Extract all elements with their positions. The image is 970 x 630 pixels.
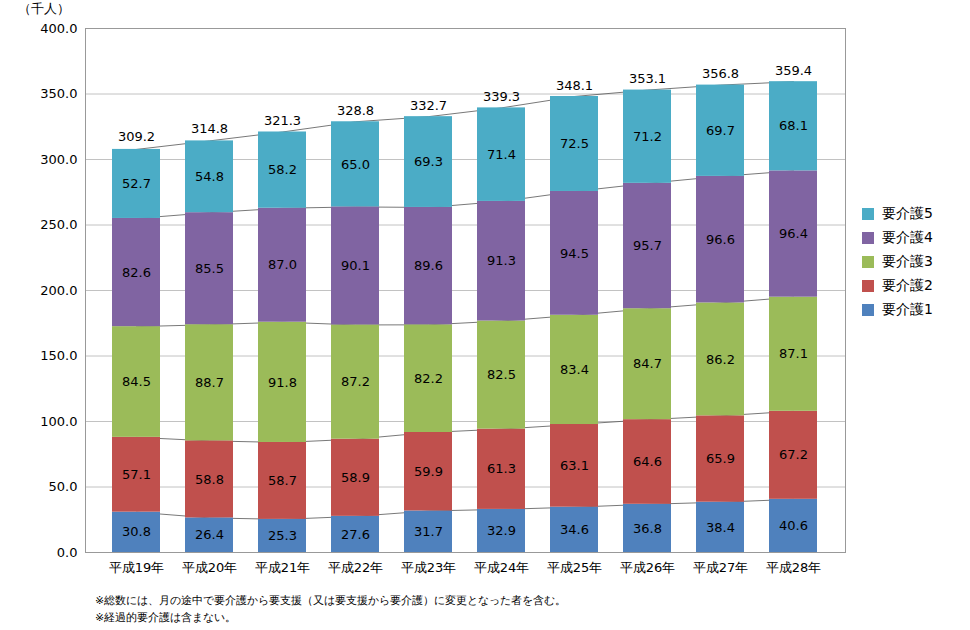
svg-text:25.3: 25.3 bbox=[268, 528, 297, 543]
svg-text:400.0: 400.0 bbox=[40, 21, 77, 36]
svg-text:91.8: 91.8 bbox=[268, 374, 297, 389]
svg-text:61.3: 61.3 bbox=[487, 461, 516, 476]
svg-text:72.5: 72.5 bbox=[560, 136, 589, 151]
svg-text:82.2: 82.2 bbox=[414, 371, 443, 386]
svg-text:65.9: 65.9 bbox=[706, 451, 735, 466]
svg-text:71.2: 71.2 bbox=[633, 129, 662, 144]
svg-text:86.2: 86.2 bbox=[706, 352, 735, 367]
svg-text:88.7: 88.7 bbox=[195, 375, 224, 390]
svg-text:30.8: 30.8 bbox=[122, 524, 151, 539]
svg-text:57.1: 57.1 bbox=[122, 467, 151, 482]
html-text:要介護1: 要介護1 bbox=[882, 301, 933, 317]
html-text:要介護2: 要介護2 bbox=[882, 277, 933, 293]
svg-text:356.8: 356.8 bbox=[702, 66, 739, 81]
svg-text:200.0: 200.0 bbox=[40, 283, 77, 298]
svg-text:40.6: 40.6 bbox=[779, 518, 808, 533]
svg-text:0.0: 0.0 bbox=[57, 545, 78, 560]
html-text:（千人）: （千人） bbox=[18, 1, 70, 16]
svg-text:91.3: 91.3 bbox=[487, 253, 516, 268]
html-text:※総数には、月の途中で要介護から要支援（又は要支援から要介護: ※総数には、月の途中で要介護から要支援（又は要支援から要介護）に変更となった者を… bbox=[95, 594, 567, 607]
svg-text:84.7: 84.7 bbox=[633, 356, 662, 371]
svg-text:58.9: 58.9 bbox=[341, 470, 370, 485]
html-text:※経過的要介護は含まない。: ※経過的要介護は含まない。 bbox=[95, 611, 237, 624]
svg-text:36.8: 36.8 bbox=[633, 521, 662, 536]
svg-text:350.0: 350.0 bbox=[40, 86, 77, 101]
svg-text:300.0: 300.0 bbox=[40, 152, 77, 167]
svg-text:平成26年: 平成26年 bbox=[620, 560, 676, 575]
svg-text:64.6: 64.6 bbox=[633, 454, 662, 469]
svg-text:85.5: 85.5 bbox=[195, 261, 224, 276]
svg-text:63.1: 63.1 bbox=[560, 458, 589, 473]
svg-text:353.1: 353.1 bbox=[629, 71, 666, 86]
svg-text:250.0: 250.0 bbox=[40, 217, 77, 232]
svg-text:87.0: 87.0 bbox=[268, 257, 297, 272]
svg-text:314.8: 314.8 bbox=[191, 121, 228, 136]
svg-text:359.4: 359.4 bbox=[775, 63, 812, 78]
svg-text:平成19年: 平成19年 bbox=[109, 560, 165, 575]
svg-text:26.4: 26.4 bbox=[195, 527, 224, 542]
svg-text:87.1: 87.1 bbox=[779, 346, 808, 361]
svg-text:95.7: 95.7 bbox=[633, 238, 662, 253]
svg-text:58.8: 58.8 bbox=[195, 472, 224, 487]
svg-text:平成28年: 平成28年 bbox=[766, 560, 822, 575]
svg-text:平成23年: 平成23年 bbox=[401, 560, 457, 575]
svg-text:328.8: 328.8 bbox=[337, 103, 374, 118]
svg-text:38.4: 38.4 bbox=[706, 520, 735, 535]
svg-text:68.1: 68.1 bbox=[779, 118, 808, 133]
svg-text:平成27年: 平成27年 bbox=[693, 560, 749, 575]
svg-text:90.1: 90.1 bbox=[341, 258, 370, 273]
html-text:要介護4: 要介護4 bbox=[882, 229, 933, 245]
svg-text:89.6: 89.6 bbox=[414, 258, 443, 273]
svg-text:96.6: 96.6 bbox=[706, 232, 735, 247]
svg-text:84.5: 84.5 bbox=[122, 374, 151, 389]
svg-text:83.4: 83.4 bbox=[560, 362, 589, 377]
svg-text:69.7: 69.7 bbox=[706, 123, 735, 138]
svg-text:150.0: 150.0 bbox=[40, 348, 77, 363]
svg-text:50.0: 50.0 bbox=[49, 479, 78, 494]
svg-text:87.2: 87.2 bbox=[341, 374, 370, 389]
html-text:要介護3: 要介護3 bbox=[882, 253, 933, 269]
svg-text:332.7: 332.7 bbox=[410, 98, 447, 113]
svg-text:71.4: 71.4 bbox=[487, 147, 516, 162]
svg-text:32.9: 32.9 bbox=[487, 523, 516, 538]
svg-text:52.7: 52.7 bbox=[122, 176, 151, 191]
svg-text:309.2: 309.2 bbox=[118, 129, 155, 144]
svg-text:59.9: 59.9 bbox=[414, 464, 443, 479]
svg-text:65.0: 65.0 bbox=[341, 157, 370, 172]
svg-text:69.3: 69.3 bbox=[414, 154, 443, 169]
svg-text:82.5: 82.5 bbox=[487, 367, 516, 382]
svg-text:34.6: 34.6 bbox=[560, 522, 589, 537]
svg-text:94.5: 94.5 bbox=[560, 246, 589, 261]
svg-text:平成22年: 平成22年 bbox=[328, 560, 384, 575]
svg-text:27.6: 27.6 bbox=[341, 527, 370, 542]
html-text:要介護5: 要介護5 bbox=[882, 205, 933, 221]
svg-text:96.4: 96.4 bbox=[779, 226, 808, 241]
svg-text:321.3: 321.3 bbox=[264, 113, 301, 128]
svg-text:平成25年: 平成25年 bbox=[547, 560, 603, 575]
svg-text:100.0: 100.0 bbox=[40, 414, 77, 429]
svg-text:平成21年: 平成21年 bbox=[255, 560, 311, 575]
svg-text:平成24年: 平成24年 bbox=[474, 560, 530, 575]
svg-text:31.7: 31.7 bbox=[414, 524, 443, 539]
svg-text:平成20年: 平成20年 bbox=[182, 560, 238, 575]
svg-text:348.1: 348.1 bbox=[556, 78, 593, 93]
svg-text:67.2: 67.2 bbox=[779, 447, 808, 462]
svg-text:58.7: 58.7 bbox=[268, 473, 297, 488]
svg-text:339.3: 339.3 bbox=[483, 89, 520, 104]
svg-text:54.8: 54.8 bbox=[195, 169, 224, 184]
svg-text:82.6: 82.6 bbox=[122, 265, 151, 280]
svg-text:58.2: 58.2 bbox=[268, 162, 297, 177]
